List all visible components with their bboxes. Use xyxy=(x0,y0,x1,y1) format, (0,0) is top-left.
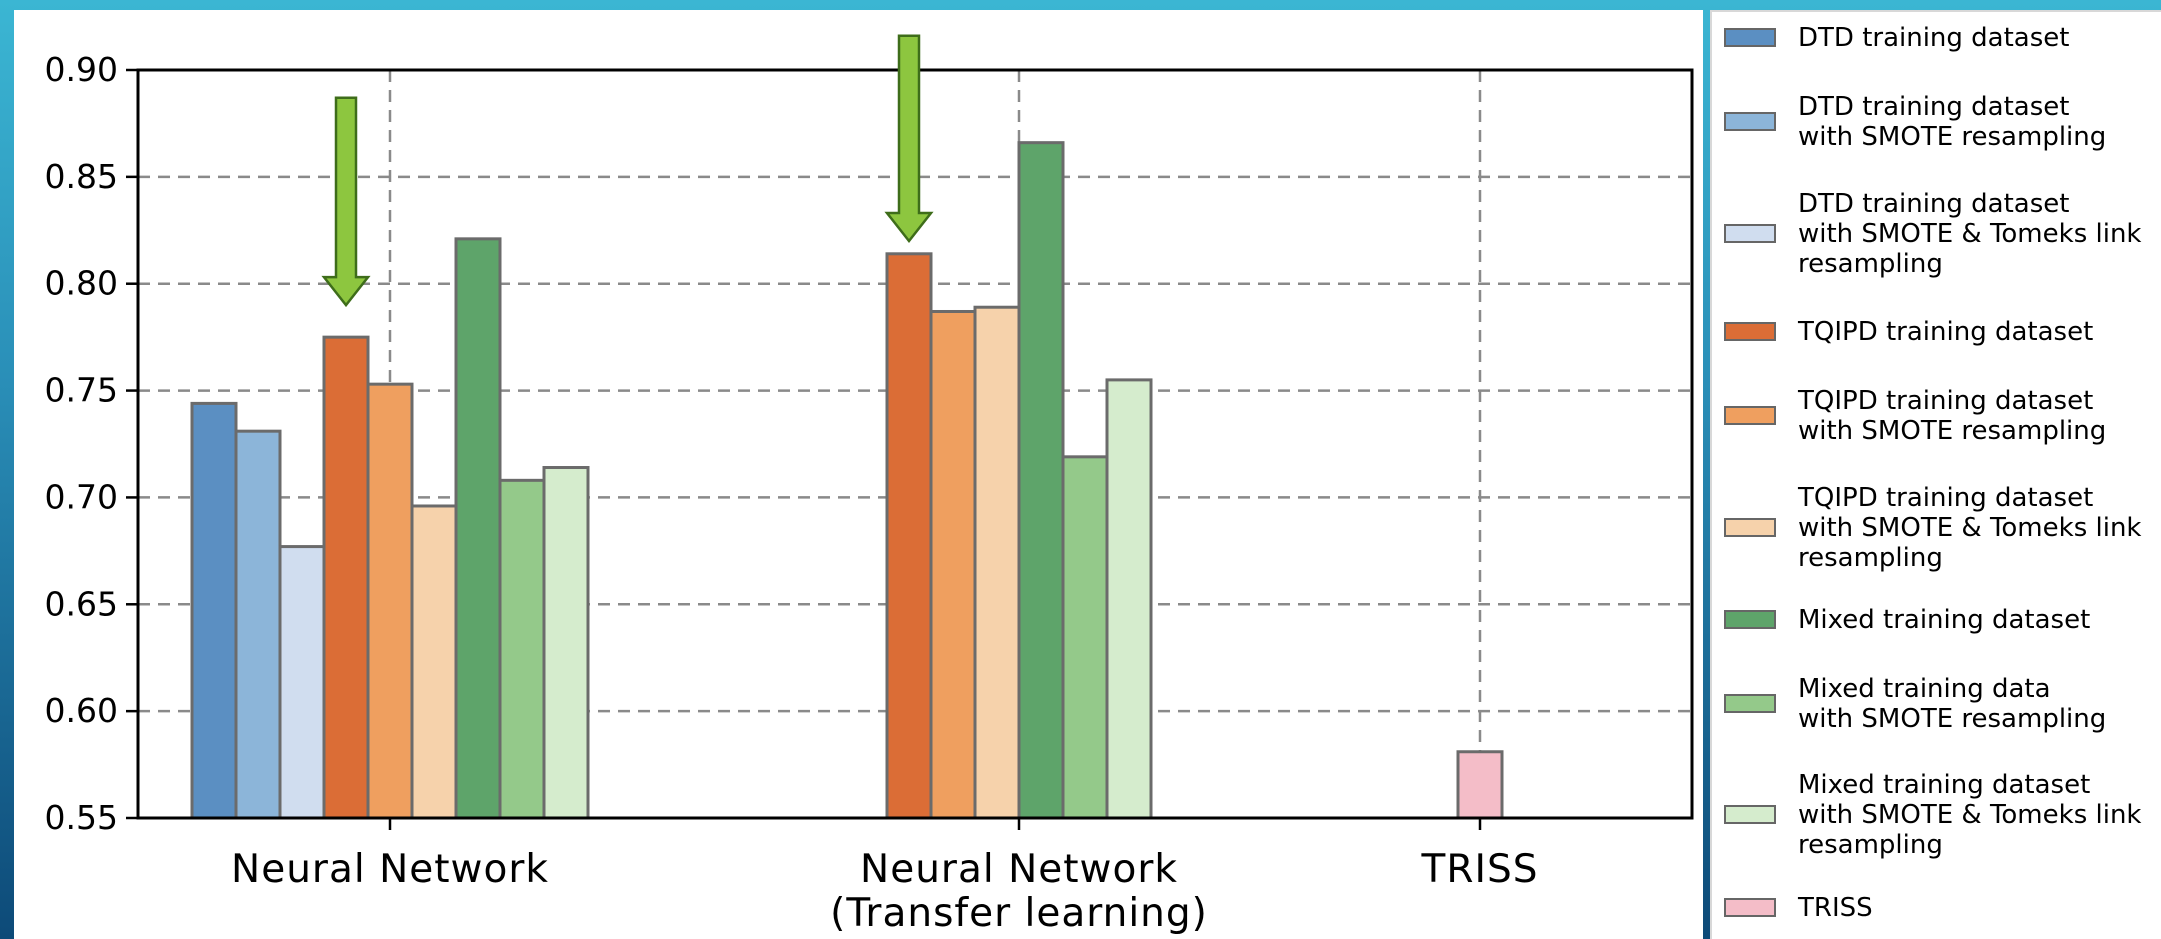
bar xyxy=(929,309,977,820)
legend-label: Mixed training dataset xyxy=(1798,605,2091,635)
bar xyxy=(366,382,414,820)
bar xyxy=(498,478,546,820)
bar xyxy=(322,335,370,820)
legend-label: TRISS xyxy=(1798,893,1873,923)
plot-panel: 0.55 0.60 0.65 0.70 0.75 0.80 0.85 0.90 Neural N… xyxy=(14,10,1703,939)
bar xyxy=(410,504,458,820)
legend-label: DTD training dataset with SMOTE & Tomeks… xyxy=(1798,189,2142,279)
bar xyxy=(1017,141,1065,820)
legend-swatch xyxy=(1724,224,1776,243)
bar xyxy=(454,237,502,820)
y-tick-label: 0.90 xyxy=(45,50,118,89)
legend-label: Mixed training data with SMOTE resamplin… xyxy=(1798,674,2107,734)
legend-label: DTD training dataset with SMOTE resampli… xyxy=(1798,92,2107,152)
y-tick-label: 0.85 xyxy=(45,157,118,196)
legend-label: DTD training dataset xyxy=(1798,23,2070,53)
legend-swatch xyxy=(1724,112,1776,131)
legend-swatch xyxy=(1724,28,1776,47)
annotation-arrow xyxy=(321,96,371,308)
x-tick-label: Neural Network xyxy=(231,847,549,892)
legend-swatch xyxy=(1724,610,1776,629)
bar xyxy=(278,545,326,820)
legend-swatch xyxy=(1724,694,1776,713)
bar xyxy=(1105,378,1153,820)
bar-chart: 0.55 0.60 0.65 0.70 0.75 0.80 0.85 0.90 Neural N… xyxy=(45,34,1694,936)
legend-label: Mixed training dataset with SMOTE & Tome… xyxy=(1798,770,2142,860)
legend-label: TQIPD training dataset with SMOTE & Tome… xyxy=(1798,483,2142,573)
x-tick-label: Neural Network xyxy=(860,847,1178,892)
bar xyxy=(542,466,590,820)
bar xyxy=(973,305,1021,820)
legend: DTD training dataset DTD training dataset… xyxy=(1710,10,2161,939)
legend-swatch xyxy=(1724,898,1776,917)
x-tick-label: (Transfer learning) xyxy=(830,891,1208,936)
legend-swatch xyxy=(1724,518,1776,537)
legend-label: TQIPD training dataset xyxy=(1798,317,2094,347)
y-tick-label: 0.80 xyxy=(45,264,118,303)
bar xyxy=(1456,750,1504,820)
annotation-arrow xyxy=(884,34,934,243)
legend-swatch xyxy=(1724,406,1776,425)
legend-swatch xyxy=(1724,322,1776,341)
y-tick-label: 0.75 xyxy=(45,371,118,410)
y-tick-label: 0.55 xyxy=(45,798,118,837)
y-tick-label: 0.70 xyxy=(45,477,118,516)
y-tick-label: 0.60 xyxy=(45,691,118,730)
legend-swatch xyxy=(1724,805,1776,824)
legend-label: TQIPD training dataset with SMOTE resamp… xyxy=(1798,386,2107,446)
x-tick-label: TRISS xyxy=(1421,847,1539,892)
y-tick-label: 0.65 xyxy=(45,584,118,623)
bar xyxy=(234,429,282,820)
bar xyxy=(885,252,933,820)
bar xyxy=(190,401,238,820)
bar xyxy=(1061,455,1109,820)
